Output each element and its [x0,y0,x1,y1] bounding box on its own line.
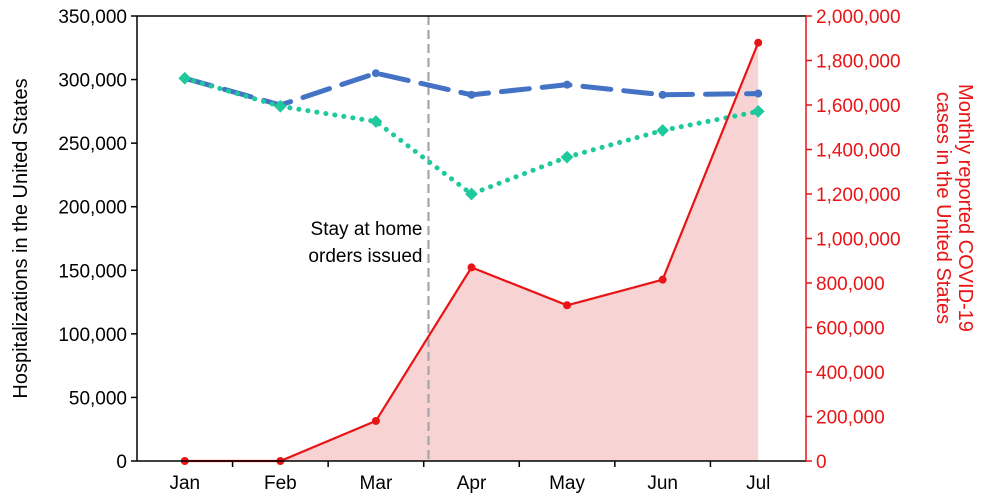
right-axis-title-line-1: Monthly reported COVID-19 [954,84,976,332]
annotation-layer: Stay at home orders issued [308,16,430,461]
series-dashed-line [182,70,761,108]
right-tick-label: 1,800,000 [816,52,901,73]
ticks-layer: 0 50,000 100,000 150,000 200,000 250,000 300,0… [58,7,900,494]
dotted-point-jan [178,71,192,85]
x-tick-label-apr: Apr [457,473,487,494]
x-tick-label-mar: Mar [360,473,393,494]
area-layer [184,42,759,461]
dashed-point-may [563,80,572,89]
x-tick-label-may: May [549,473,585,494]
cases-area-fill [184,42,759,461]
left-tick-label: 300,000 [58,71,127,92]
cases-point-mar [371,416,380,425]
x-tick-label-jan: Jan [169,473,200,494]
x-tick-label-jul: Jul [746,473,770,494]
left-tick-label: 150,000 [58,261,127,282]
right-tick-label: 1,000,000 [816,230,901,251]
cases-point-apr [467,263,476,272]
right-tick-label: 600,000 [816,319,885,340]
left-tick-label: 200,000 [58,198,127,219]
left-axis-title: Hospitalizations in the United States [10,78,32,398]
right-axis-title-line-2: cases in the United States [932,92,954,324]
left-tick-label: 250,000 [58,134,127,155]
left-tick-label: 350,000 [58,7,127,28]
x-tick-label-feb: Feb [264,473,297,494]
right-tick-label: 1,200,000 [816,185,901,206]
left-tick-label: 50,000 [69,388,127,409]
right-tick-label: 400,000 [816,363,885,384]
dashed-point-mar [371,69,380,78]
right-tick-label: 0 [816,452,827,473]
right-tick-label: 200,000 [816,408,885,429]
dashed-point-apr [467,90,476,99]
annotation-line-1: Stay at home [311,219,423,240]
dotted-point-feb [273,99,287,113]
left-tick-label: 100,000 [58,325,127,346]
annotation-line-2: orders issued [308,246,422,267]
cases-point-jul [754,38,763,47]
series-layer [178,38,765,465]
dashed-point-jun [658,90,667,99]
x-tick-label-jun: Jun [647,473,678,494]
cases-point-jun [658,275,667,284]
cases-point-may [563,301,572,310]
right-tick-label: 2,000,000 [816,7,901,28]
right-tick-label: 1,400,000 [816,141,901,162]
dotted-point-mar [369,115,383,128]
dotted-point-jun [656,124,670,137]
dashed-point-jul [754,89,763,98]
dotted-point-may [560,150,574,164]
left-tick-label: 0 [116,452,127,473]
right-tick-label: 1,600,000 [816,96,901,117]
right-tick-label: 800,000 [816,274,885,295]
dotted-point-apr [465,187,478,201]
